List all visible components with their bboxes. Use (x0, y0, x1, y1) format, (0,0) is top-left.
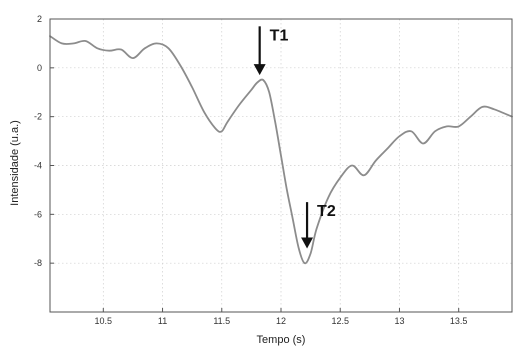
x-axis-ticks: 10.5 11 11.5 12 12.5 13 13.5 (95, 308, 468, 326)
y-tick-label: 2 (37, 14, 42, 24)
y-tick-label: -2 (34, 112, 42, 122)
x-tick-label: 10.5 (95, 316, 113, 326)
annotation-arrow-head (253, 64, 266, 76)
x-tick-label: 12 (276, 316, 286, 326)
y-tick-label: -4 (34, 161, 42, 171)
annotation-arrow-head (301, 237, 314, 249)
annotation-label: T1 (270, 27, 289, 44)
x-tick-label: 11 (158, 316, 167, 326)
x-tick-label: 12.5 (331, 316, 349, 326)
x-tick-label: 13 (394, 316, 404, 326)
x-axis-label: Tempo (s) (257, 334, 306, 346)
x-tick-label: 11.5 (213, 316, 230, 326)
y-axis-ticks: 2 0 -2 -4 -6 -8 (34, 14, 54, 268)
y-axis-label: Intensidade (u.a.) (9, 120, 21, 206)
grid-lines (50, 18, 512, 312)
y-tick-label: 0 (37, 63, 42, 73)
y-tick-label: -6 (34, 209, 42, 219)
series-line (49, 35, 513, 265)
annotation-label: T2 (317, 203, 336, 220)
annotations: T1 T2 (253, 26, 336, 249)
x-tick-label: 13.5 (450, 316, 468, 326)
y-tick-label: -8 (34, 258, 42, 268)
